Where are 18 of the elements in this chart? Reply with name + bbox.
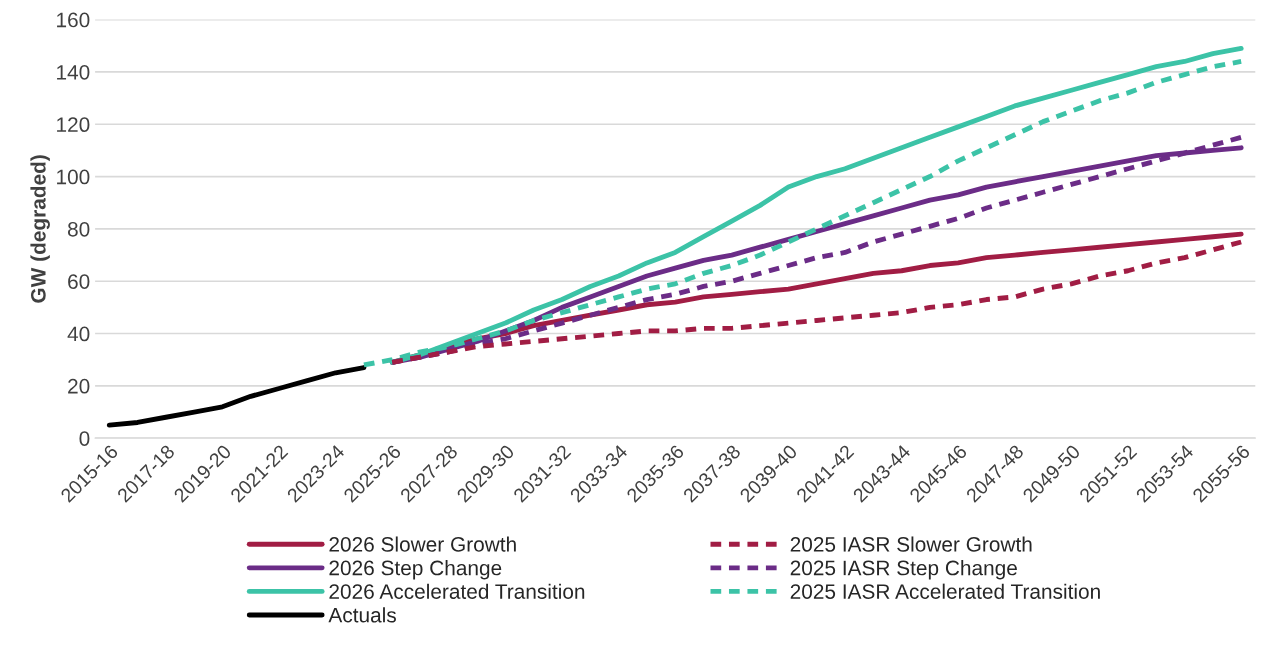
y-tick-label: 160 xyxy=(57,12,90,28)
y-tick-label: 140 xyxy=(57,64,90,80)
y-axis-title: GW (degraded) xyxy=(30,155,50,303)
line-series xyxy=(106,365,367,428)
y-tick-label: 20 xyxy=(68,378,90,394)
y-tick-label: 40 xyxy=(67,326,90,342)
legend-label: 2025 IASR Slower Growth xyxy=(790,536,1032,552)
legend-label: 2025 IASR Accelerated Transition xyxy=(790,583,1100,599)
legend-label: 2026 Accelerated Transition xyxy=(329,583,585,599)
y-tick-label: 120 xyxy=(57,117,90,133)
legend-label: 2025 IASR Step Change xyxy=(790,560,1017,580)
legend-label: 2026 Slower Growth xyxy=(329,536,516,552)
legend-label: 2026 Step Change xyxy=(329,560,502,580)
legend-label: Actuals xyxy=(328,607,396,623)
y-tick-label: 80 xyxy=(67,221,90,237)
y-tick-label: 100 xyxy=(57,169,90,185)
y-tick-label: 60 xyxy=(68,274,90,289)
y-tick-label: 0 xyxy=(79,431,90,446)
